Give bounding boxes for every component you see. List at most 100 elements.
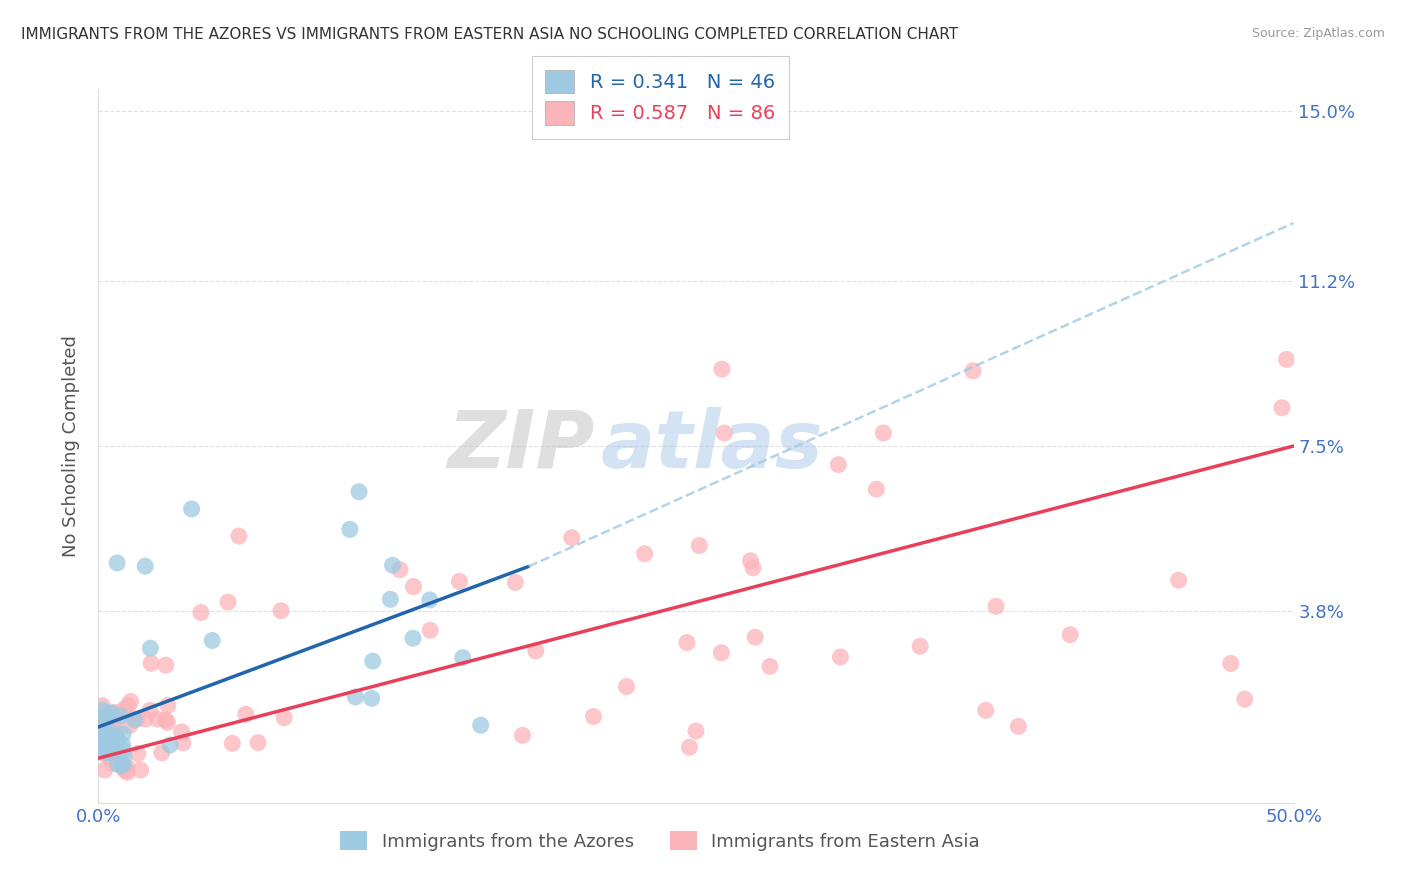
Point <box>103 733 125 747</box>
Point <box>93 737 115 751</box>
Point <box>91 734 114 748</box>
Point <box>908 640 931 654</box>
Point <box>93 763 115 777</box>
Point <box>221 736 243 750</box>
Point <box>115 761 138 775</box>
Point <box>127 747 149 761</box>
Point <box>111 738 134 752</box>
Point <box>93 722 115 736</box>
Point <box>97 733 120 747</box>
Point <box>1233 692 1256 706</box>
Point <box>94 710 117 724</box>
Point <box>93 726 115 740</box>
Point <box>339 523 361 537</box>
Point <box>830 649 852 664</box>
Point <box>388 563 411 577</box>
Point <box>105 731 128 745</box>
Point <box>381 558 404 573</box>
Point <box>170 724 193 739</box>
Point <box>561 531 583 545</box>
Point <box>103 718 125 732</box>
Point <box>402 631 425 645</box>
Text: atlas: atlas <box>600 407 823 485</box>
Point <box>1271 401 1294 415</box>
Point <box>127 712 149 726</box>
Point <box>101 756 124 771</box>
Point <box>740 554 762 568</box>
Point <box>98 743 121 757</box>
Point <box>141 657 163 671</box>
Point <box>180 502 202 516</box>
Point <box>201 633 224 648</box>
Point <box>114 702 136 716</box>
Point <box>155 658 177 673</box>
Point <box>94 747 117 762</box>
Point <box>90 716 112 731</box>
Point <box>97 745 120 759</box>
Point <box>105 556 128 570</box>
Point <box>1167 574 1189 588</box>
Point <box>97 710 120 724</box>
Point <box>688 539 710 553</box>
Point <box>96 725 118 739</box>
Point <box>112 727 135 741</box>
Point <box>129 763 152 777</box>
Point <box>1275 352 1298 367</box>
Point <box>103 723 125 738</box>
Point <box>344 690 367 704</box>
Point <box>110 708 132 723</box>
Point <box>270 604 292 618</box>
Point <box>235 707 257 722</box>
Y-axis label: No Schooling Completed: No Schooling Completed <box>62 335 80 557</box>
Point <box>451 650 474 665</box>
Point <box>134 712 156 726</box>
Point <box>347 484 370 499</box>
Point <box>172 736 194 750</box>
Point <box>742 561 765 575</box>
Point <box>112 762 135 776</box>
Point <box>449 574 471 589</box>
Point <box>101 734 124 748</box>
Point <box>984 599 1007 614</box>
Point <box>117 765 139 780</box>
Point <box>101 726 124 740</box>
Point <box>247 736 270 750</box>
Point <box>1219 657 1241 671</box>
Point <box>97 735 120 749</box>
Point <box>1007 719 1029 733</box>
Text: Source: ZipAtlas.com: Source: ZipAtlas.com <box>1251 27 1385 40</box>
Point <box>94 746 117 760</box>
Point <box>419 624 441 638</box>
Point <box>217 595 239 609</box>
Point <box>91 738 114 752</box>
Point <box>118 718 141 732</box>
Point <box>505 575 527 590</box>
Point <box>117 698 139 713</box>
Point <box>107 757 129 772</box>
Point <box>190 606 212 620</box>
Point <box>150 746 173 760</box>
Text: IMMIGRANTS FROM THE AZORES VS IMMIGRANTS FROM EASTERN ASIA NO SCHOOLING COMPLETE: IMMIGRANTS FROM THE AZORES VS IMMIGRANTS… <box>21 27 959 42</box>
Point <box>98 745 121 759</box>
Point <box>380 592 402 607</box>
Point <box>360 691 382 706</box>
Point <box>104 706 127 720</box>
Point <box>402 580 425 594</box>
Point <box>111 743 134 757</box>
Point <box>616 680 638 694</box>
Point <box>103 727 125 741</box>
Point <box>134 559 156 574</box>
Point <box>962 364 984 378</box>
Point <box>1059 628 1081 642</box>
Point <box>156 715 179 730</box>
Point <box>676 635 699 649</box>
Point <box>90 739 112 753</box>
Point <box>139 703 162 717</box>
Point <box>159 738 181 752</box>
Point <box>120 694 142 708</box>
Point <box>713 425 735 440</box>
Point <box>114 763 136 777</box>
Point <box>94 738 117 752</box>
Point <box>146 712 169 726</box>
Point <box>107 732 129 747</box>
